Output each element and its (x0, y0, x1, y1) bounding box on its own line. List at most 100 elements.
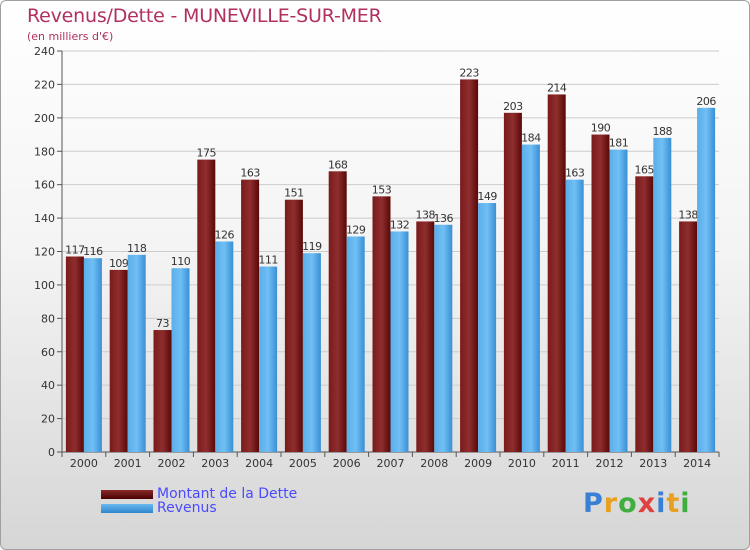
bar-dette (460, 79, 479, 452)
data-label-revenus: 119 (302, 240, 322, 253)
y-tick-label: 200 (34, 112, 55, 125)
bar-revenus (609, 149, 628, 452)
legend-item-revenus: Revenus (101, 500, 297, 516)
x-tick-label: 2003 (201, 457, 229, 470)
data-label-dette: 203 (503, 100, 523, 113)
bar-dette (109, 269, 128, 452)
data-label-dette: 73 (156, 317, 169, 330)
data-label-revenus: 118 (127, 242, 147, 255)
x-tick-label: 2006 (333, 457, 361, 470)
legend-item-dette: Montant de la Dette (101, 486, 298, 502)
y-tick-label: 180 (34, 145, 55, 158)
legend-label-dette: Montant de la Dette (157, 486, 298, 502)
bar-dette (503, 112, 522, 452)
x-tick-label: 2012 (596, 457, 624, 470)
data-label-revenus: 188 (653, 125, 673, 138)
y-tick-label: 220 (34, 78, 55, 91)
data-label-dette: 163 (240, 167, 260, 180)
x-tick-label: 2005 (289, 457, 317, 470)
data-label-revenus: 163 (565, 167, 585, 180)
y-tick-label: 240 (34, 45, 55, 58)
x-tick-label: 2008 (420, 457, 448, 470)
bar-dette (65, 256, 84, 452)
x-tick-label: 2010 (508, 457, 536, 470)
logo-letter: i (656, 488, 667, 519)
bar-dette (591, 134, 610, 452)
data-label-revenus: 184 (521, 132, 541, 145)
bar-dette (547, 94, 566, 453)
data-label-dette: 175 (197, 147, 217, 160)
data-label-dette: 151 (284, 187, 304, 200)
data-label-revenus: 129 (346, 223, 366, 236)
x-tick-label: 2013 (639, 457, 667, 470)
data-label-revenus: 116 (83, 245, 103, 258)
data-label-dette: 214 (547, 81, 567, 94)
y-tick-label: 40 (41, 379, 55, 392)
bar-dette (679, 221, 698, 452)
y-tick-label: 0 (48, 446, 55, 459)
bar-revenus (697, 107, 716, 452)
bar-revenus (215, 241, 234, 452)
bar-dette (328, 171, 347, 453)
y-tick-label: 160 (34, 179, 55, 192)
data-label-dette: 168 (328, 158, 348, 171)
x-tick-label: 2004 (245, 457, 273, 470)
legend-label-revenus: Revenus (157, 500, 217, 516)
chart-subtitle: (en milliers d'€) (27, 30, 114, 43)
x-tick-label: 2007 (377, 457, 405, 470)
bar-revenus (565, 179, 584, 452)
data-label-revenus: 126 (215, 228, 235, 241)
bar-revenus (83, 258, 102, 452)
chart-title: Revenus/Dette - MUNEVILLE-SUR-MER (27, 5, 382, 27)
bar-revenus (521, 144, 540, 453)
data-label-revenus: 181 (609, 137, 629, 150)
bar-dette (197, 159, 216, 452)
bar-revenus (171, 268, 190, 452)
y-tick-label: 100 (34, 279, 55, 292)
bar-revenus (346, 236, 365, 452)
y-tick-label: 60 (41, 346, 55, 359)
data-label-revenus: 149 (477, 190, 497, 203)
bar-dette (372, 196, 391, 452)
proxiti-logo: Proxiti (583, 488, 691, 519)
y-tick-label: 20 (41, 413, 55, 426)
logo-letter: i (680, 488, 691, 519)
bar-revenus (302, 253, 321, 452)
x-tick-label: 2001 (114, 457, 142, 470)
bar-dette (416, 221, 435, 452)
bar-revenus (478, 203, 497, 452)
data-label-dette: 138 (416, 208, 436, 221)
logo-letter: t (666, 488, 681, 519)
logo-letter: o (618, 488, 638, 519)
data-label-revenus: 136 (434, 212, 454, 225)
legend-swatch-dette (101, 489, 153, 499)
legend: Montant de la Dette Revenus (101, 486, 298, 516)
data-label-revenus: 132 (390, 218, 410, 231)
bar-revenus (390, 231, 409, 452)
x-tick-label: 2011 (552, 457, 580, 470)
data-label-dette: 190 (591, 122, 611, 135)
bar-revenus (653, 137, 672, 452)
x-tick-label: 2009 (464, 457, 492, 470)
data-label-dette: 153 (372, 183, 392, 196)
bar-dette (241, 179, 260, 452)
x-tick-label: 2002 (158, 457, 186, 470)
data-label-revenus: 110 (171, 255, 191, 268)
bar-dette (284, 199, 303, 452)
logo-letter: r (603, 488, 619, 519)
data-label-dette: 138 (678, 208, 698, 221)
x-tick-label: 2014 (683, 457, 711, 470)
bar-revenus (434, 224, 453, 452)
data-label-dette: 117 (65, 244, 85, 257)
data-label-dette: 165 (635, 163, 655, 176)
y-tick-label: 140 (34, 212, 55, 225)
y-tick-label: 80 (41, 312, 55, 325)
logo-letter: x (637, 488, 657, 519)
bar-dette (153, 330, 172, 452)
legend-swatch-revenus (101, 503, 153, 513)
data-label-revenus: 206 (696, 95, 716, 108)
y-tick-label: 120 (34, 246, 55, 259)
bar-revenus (127, 254, 146, 452)
